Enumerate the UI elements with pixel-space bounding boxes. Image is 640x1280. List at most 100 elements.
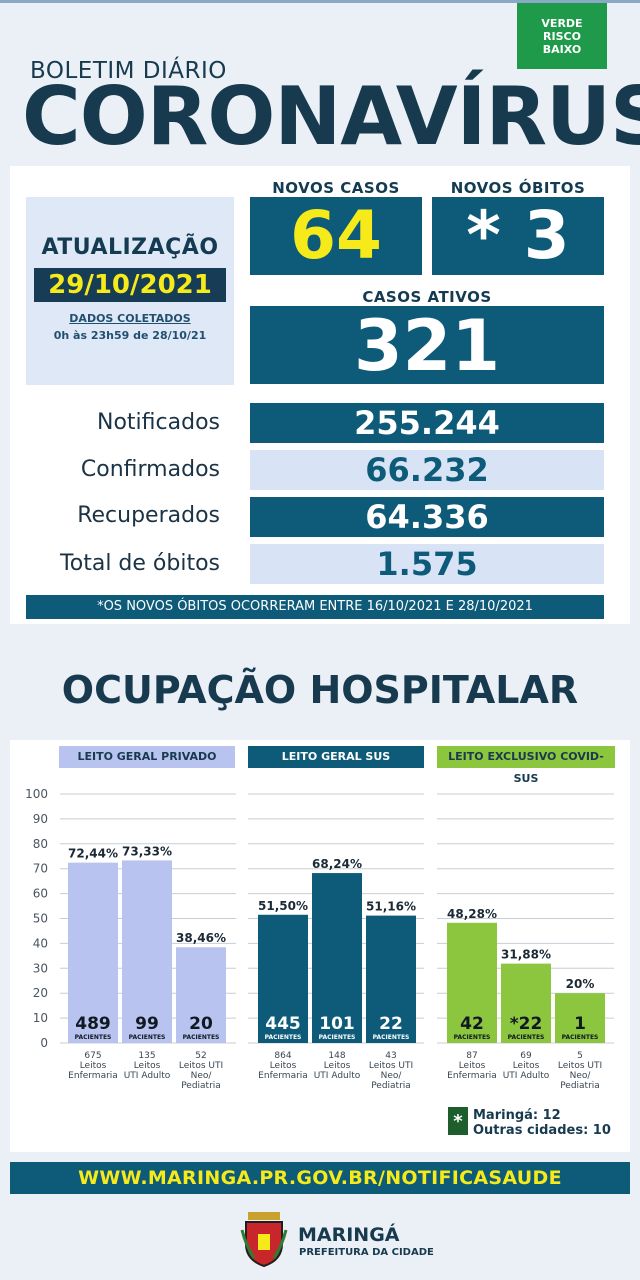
stat-label-recovered: Recuperados	[77, 503, 220, 528]
new-cases-label: NOVOS CASOS	[272, 179, 400, 197]
bar	[366, 915, 416, 1043]
bar-patients-label: PACIENTES	[319, 1034, 356, 1041]
bar-percent-label: 51,16%	[366, 900, 416, 914]
collected-range: 0h às 23h59 de 28/10/21	[53, 329, 207, 342]
update-date: 29/10/2021	[34, 268, 226, 302]
stat-value-recovered: 64.336	[250, 497, 604, 537]
bar-patients-label: PACIENTES	[183, 1034, 220, 1041]
y-tick-label: 60	[33, 887, 48, 901]
bar	[68, 862, 118, 1043]
deaths-note: *OS NOVOS ÓBITOS OCORRERAM ENTRE 16/10/2…	[26, 595, 604, 619]
bar-capacity-label: Enfermaria	[258, 1071, 308, 1081]
city-name: MARINGÁ	[298, 1224, 400, 1246]
risk-level-badge: VERDE RISCO BAIXO	[517, 3, 607, 69]
new-cases-value: 64	[250, 197, 422, 275]
bar-capacity-label: Leitos UTI	[558, 1061, 602, 1071]
bar-capacity-label: Leitos	[324, 1061, 351, 1071]
stat-label-notified: Notificados	[97, 410, 220, 435]
bar-capacity-label: Enfermaria	[68, 1071, 118, 1081]
occupancy-title: OCUPAÇÃO HOSPITALAR	[61, 668, 579, 712]
bar-patients-label: PACIENTES	[129, 1034, 166, 1041]
bar-patients-label: PACIENTES	[265, 1034, 302, 1041]
bar-capacity-label: Neo/	[191, 1071, 213, 1081]
stat-value-deaths: 1.575	[250, 544, 604, 584]
y-tick-label: 80	[33, 837, 48, 851]
y-tick-label: 90	[33, 812, 48, 826]
y-tick-label: 10	[33, 1011, 48, 1025]
group-header-private: LEITO GERAL PRIVADO	[59, 746, 235, 768]
legend-line-2: Outras cidades: 10	[473, 1123, 611, 1138]
bar-patients-count: 445	[265, 1014, 301, 1034]
active-cases-label: CASOS ATIVOS	[362, 288, 492, 306]
risk-line-1: VERDE	[541, 16, 583, 30]
bar-percent-label: 38,46%	[176, 931, 226, 945]
y-tick-label: 70	[33, 862, 48, 876]
asterisk-legend-icon: *	[448, 1107, 468, 1135]
top-border	[0, 0, 640, 3]
asterisk-legend: Maringá: 12 Outras cidades: 10	[473, 1108, 611, 1138]
bar-capacity-label: UTI Adulto	[503, 1071, 550, 1081]
y-tick-label: 40	[33, 936, 48, 950]
bar-capacity-label: Leitos	[513, 1061, 540, 1071]
bar	[312, 873, 362, 1043]
page-title: CORONAVÍRUS	[22, 70, 640, 163]
hospital-occupancy-chart: 100908070605040302010072,44%489PACIENTES…	[25, 787, 614, 1091]
stat-value-confirmed: 66.232	[250, 450, 604, 490]
stat-label-confirmed: Confirmados	[80, 457, 220, 482]
bar-patients-label: PACIENTES	[508, 1034, 545, 1041]
bar-patients-count: 101	[319, 1014, 355, 1034]
active-cases-value: 321	[250, 306, 604, 386]
bar-capacity-label: 864	[274, 1051, 291, 1061]
bar-capacity-label: 43	[385, 1051, 396, 1061]
bar-capacity-label: Pediatria	[181, 1081, 221, 1091]
bar-patients-count: *22	[510, 1014, 543, 1034]
bar-capacity-label: Leitos UTI	[179, 1061, 223, 1071]
bulletin-subtitle: BOLETIM DIÁRIO	[30, 58, 227, 84]
bar-patients-count: 42	[460, 1014, 484, 1034]
bar-capacity-label: 675	[84, 1051, 101, 1061]
bar-percent-label: 73,33%	[122, 844, 172, 858]
bar-capacity-label: Leitos	[459, 1061, 486, 1071]
bar-percent-label: 68,24%	[312, 857, 362, 871]
bar-patients-count: 1	[574, 1014, 586, 1034]
bar-capacity-label: UTI Adulto	[314, 1071, 361, 1081]
bar-patients-label: PACIENTES	[454, 1034, 491, 1041]
bar-patients-label: PACIENTES	[373, 1034, 410, 1041]
risk-line-2: RISCO	[543, 29, 581, 43]
bar-capacity-label: UTI Adulto	[124, 1071, 171, 1081]
y-tick-label: 30	[33, 961, 48, 975]
new-deaths-label: NOVOS ÓBITOS	[450, 179, 586, 197]
bar-capacity-label: 5	[577, 1051, 583, 1061]
bar-capacity-label: 52	[195, 1051, 206, 1061]
y-tick-label: 20	[33, 986, 48, 1000]
update-label: ATUALIZAÇÃO	[41, 235, 219, 260]
bar-patients-count: 489	[75, 1014, 111, 1034]
bar-patients-count: 99	[135, 1014, 159, 1034]
stat-label-deaths: Total de óbitos	[60, 551, 220, 576]
bar-patients-count: 22	[379, 1014, 403, 1034]
bar-patients-label: PACIENTES	[562, 1034, 599, 1041]
bar-capacity-label: Leitos	[270, 1061, 297, 1071]
bar	[122, 860, 172, 1043]
update-box: ATUALIZAÇÃO 29/10/2021 DADOS COLETADOS 0…	[26, 197, 234, 385]
collected-label: DADOS COLETADOS	[69, 312, 191, 325]
bar-capacity-label: 87	[466, 1051, 477, 1061]
city-coat-of-arms-icon	[240, 1212, 288, 1268]
group-header-covid: LEITO EXCLUSIVO COVID-SUS	[437, 746, 615, 785]
footer-link[interactable]: WWW.MARINGA.PR.GOV.BR/NOTIFICASAUDE	[10, 1162, 630, 1194]
bar	[501, 963, 551, 1043]
risk-line-3: BAIXO	[542, 42, 582, 56]
y-tick-label: 50	[33, 912, 48, 926]
stat-value-notified: 255.244	[250, 403, 604, 443]
bar	[176, 947, 226, 1043]
y-tick-label: 0	[40, 1036, 48, 1050]
group-header-sus: LEITO GERAL SUS	[248, 746, 424, 768]
bar-capacity-label: 148	[328, 1051, 345, 1061]
bar-percent-label: 31,88%	[501, 948, 551, 962]
bar-patients-count: 20	[189, 1014, 213, 1034]
bar-capacity-label: Neo/	[381, 1071, 403, 1081]
bar	[258, 914, 308, 1043]
bar	[447, 922, 497, 1043]
bar-capacity-label: Pediatria	[560, 1081, 600, 1091]
bar-capacity-label: Leitos	[80, 1061, 107, 1071]
